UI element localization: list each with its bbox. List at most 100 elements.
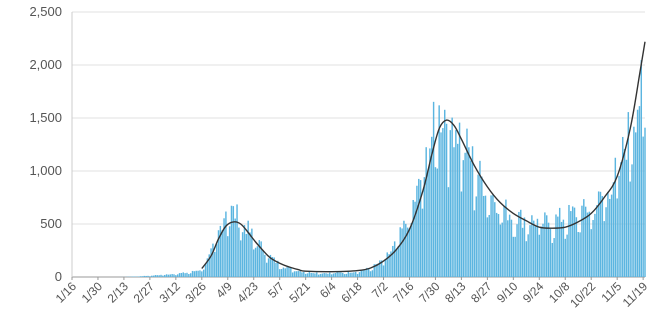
bar — [196, 271, 197, 277]
bar — [453, 147, 454, 277]
bar — [411, 223, 412, 277]
bar — [626, 160, 627, 277]
y-tick-label: 1,000 — [29, 163, 62, 178]
bar — [472, 146, 473, 277]
bar — [177, 274, 178, 277]
bar — [485, 196, 486, 277]
bar — [201, 271, 202, 277]
bar — [492, 195, 493, 277]
bar — [140, 276, 141, 277]
bar — [214, 252, 215, 277]
bar — [505, 200, 506, 277]
bar — [153, 276, 154, 277]
bar — [309, 272, 310, 277]
bar — [190, 273, 191, 277]
bar — [301, 272, 302, 277]
bar — [359, 272, 360, 277]
bar — [346, 274, 347, 277]
bar — [572, 206, 573, 277]
bar — [401, 228, 402, 277]
bar — [298, 271, 299, 277]
bar — [468, 147, 469, 277]
bar — [451, 118, 452, 277]
y-tick-label: 0 — [55, 269, 62, 284]
y-tick-label: 1,500 — [29, 110, 62, 125]
bar — [398, 246, 399, 277]
bar — [199, 270, 200, 277]
bar — [132, 276, 133, 277]
bar — [474, 210, 475, 277]
x-tick-label: 9/10 — [494, 279, 521, 306]
bar — [292, 272, 293, 277]
bar — [559, 208, 560, 277]
bar — [299, 271, 300, 277]
bar — [290, 267, 291, 277]
bar — [233, 206, 234, 277]
bar — [227, 236, 228, 277]
bar — [537, 219, 538, 277]
bar — [500, 225, 501, 277]
bar — [149, 276, 150, 277]
bar — [487, 217, 488, 277]
bar — [437, 169, 438, 277]
bar — [609, 199, 610, 277]
x-tick-label: 10/22 — [567, 279, 598, 310]
y-tick-label: 500 — [40, 216, 62, 231]
bar — [303, 272, 304, 277]
x-tick-label: 8/27 — [468, 279, 495, 306]
x-tick-label: 4/23 — [234, 279, 261, 306]
bar — [221, 230, 222, 277]
bar — [477, 175, 478, 277]
bar — [501, 223, 502, 277]
bar — [400, 227, 401, 277]
bar — [387, 252, 388, 277]
bar — [433, 102, 434, 277]
bar — [364, 269, 365, 277]
bar — [151, 276, 152, 277]
bar — [279, 269, 280, 277]
bar — [424, 177, 425, 277]
bar — [175, 275, 176, 277]
bar — [520, 210, 521, 277]
bar — [442, 128, 443, 277]
bar — [490, 195, 491, 277]
bar — [362, 270, 363, 277]
bar — [576, 217, 577, 277]
bar — [264, 255, 265, 277]
bar — [351, 273, 352, 277]
bar — [427, 170, 428, 277]
bar — [194, 271, 195, 277]
bar — [639, 106, 640, 277]
bar — [336, 272, 337, 277]
bar — [522, 228, 523, 277]
bar — [145, 276, 146, 277]
bar — [535, 226, 536, 277]
bar — [605, 207, 606, 277]
bar — [147, 276, 148, 277]
bar — [509, 215, 510, 277]
bar — [255, 248, 256, 277]
bar — [489, 215, 490, 277]
bar — [425, 147, 426, 277]
bar — [416, 186, 417, 277]
bar — [229, 226, 230, 277]
bar — [574, 208, 575, 277]
bar — [355, 272, 356, 277]
bar — [620, 162, 621, 277]
bar — [533, 221, 534, 277]
bar — [184, 273, 185, 277]
bar — [231, 206, 232, 277]
bar — [514, 237, 515, 277]
bar — [529, 225, 530, 277]
bar — [275, 263, 276, 277]
bar — [396, 250, 397, 277]
bar — [288, 267, 289, 277]
bar — [170, 274, 171, 277]
bar — [179, 273, 180, 277]
bar — [234, 219, 235, 277]
bar — [546, 215, 547, 277]
bar — [461, 191, 462, 277]
bar — [236, 204, 237, 277]
bar — [340, 272, 341, 277]
